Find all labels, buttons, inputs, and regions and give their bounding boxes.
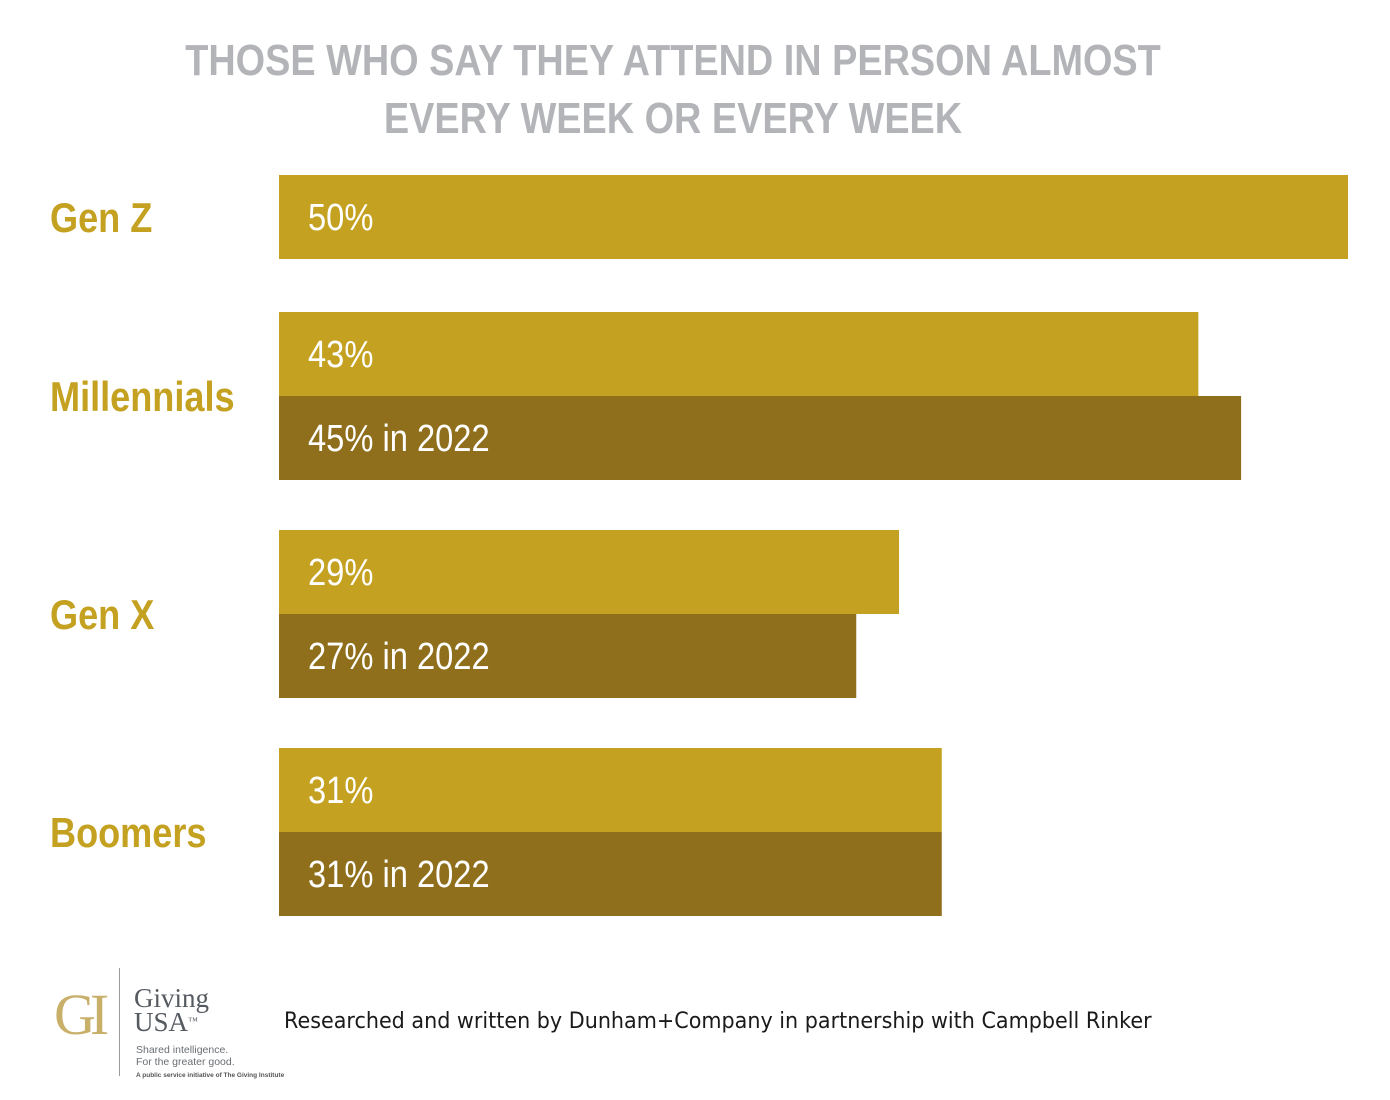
bar-millennials-series-1	[279, 312, 1199, 396]
bar-gen-x-series-2	[279, 614, 857, 698]
logo-gi-mark: GI	[54, 982, 109, 1047]
logo-trademark: ™	[188, 1016, 198, 1027]
logo-wordmark: Giving USA™	[134, 983, 210, 1037]
logo-tagline: Shared intelligence. For the greater goo…	[136, 1044, 286, 1068]
data-label-boomers-series-1: 31%	[308, 769, 373, 812]
data-label-millennials-series-2: 45% in 2022	[308, 417, 490, 460]
bar-gen-x-series-1	[279, 530, 900, 614]
bar-gen-z-series-1	[279, 175, 1348, 259]
logo-initiative-text: A public service initiative of The Givin…	[136, 1072, 285, 1079]
logo-name-line-1: Giving	[134, 983, 210, 1013]
bar-boomers-series-1	[279, 748, 942, 832]
data-label-boomers-series-2: 31% in 2022	[308, 853, 490, 896]
logo-tagline-line-2: For the greater good.	[136, 1056, 235, 1068]
category-label-gen-z: Gen Z	[50, 196, 152, 242]
logo-divider	[119, 968, 120, 1076]
bar-chart: 50% Gen Z 43% 45% in 2022 Millennials 29% 27% …	[50, 175, 1348, 916]
bar-millennials-series-2	[279, 396, 1242, 480]
giving-usa-logo: GI Giving USA™ Shared intelligence. For …	[50, 966, 284, 1086]
logo-name-line-2: USA™	[134, 1007, 209, 1037]
chart-title-line-2: EVERY WEEK OR EVERY WEEK	[383, 94, 963, 143]
chart-title-line-1: THOSE WHO SAY THEY ATTEND IN PERSON ALMO…	[185, 36, 1161, 85]
research-credit: Researched and written by Dunham+Company…	[284, 1008, 1152, 1034]
category-label-gen-x: Gen X	[50, 593, 154, 639]
data-label-gen-z-series-1: 50%	[308, 196, 373, 239]
data-label-gen-x-series-1: 29%	[308, 551, 373, 594]
category-label-millennials: Millennials	[50, 375, 235, 421]
logo-tagline-line-1: Shared intelligence.	[136, 1044, 229, 1056]
category-label-boomers: Boomers	[50, 811, 207, 857]
data-label-gen-x-series-2: 27% in 2022	[308, 635, 490, 678]
logo-name-usa: USA	[134, 1007, 189, 1037]
bar-boomers-series-2	[279, 832, 942, 916]
chart-title: THOSE WHO SAY THEY ATTEND IN PERSON ALMO…	[94, 32, 1252, 148]
data-label-millennials-series-1: 43%	[308, 333, 373, 376]
